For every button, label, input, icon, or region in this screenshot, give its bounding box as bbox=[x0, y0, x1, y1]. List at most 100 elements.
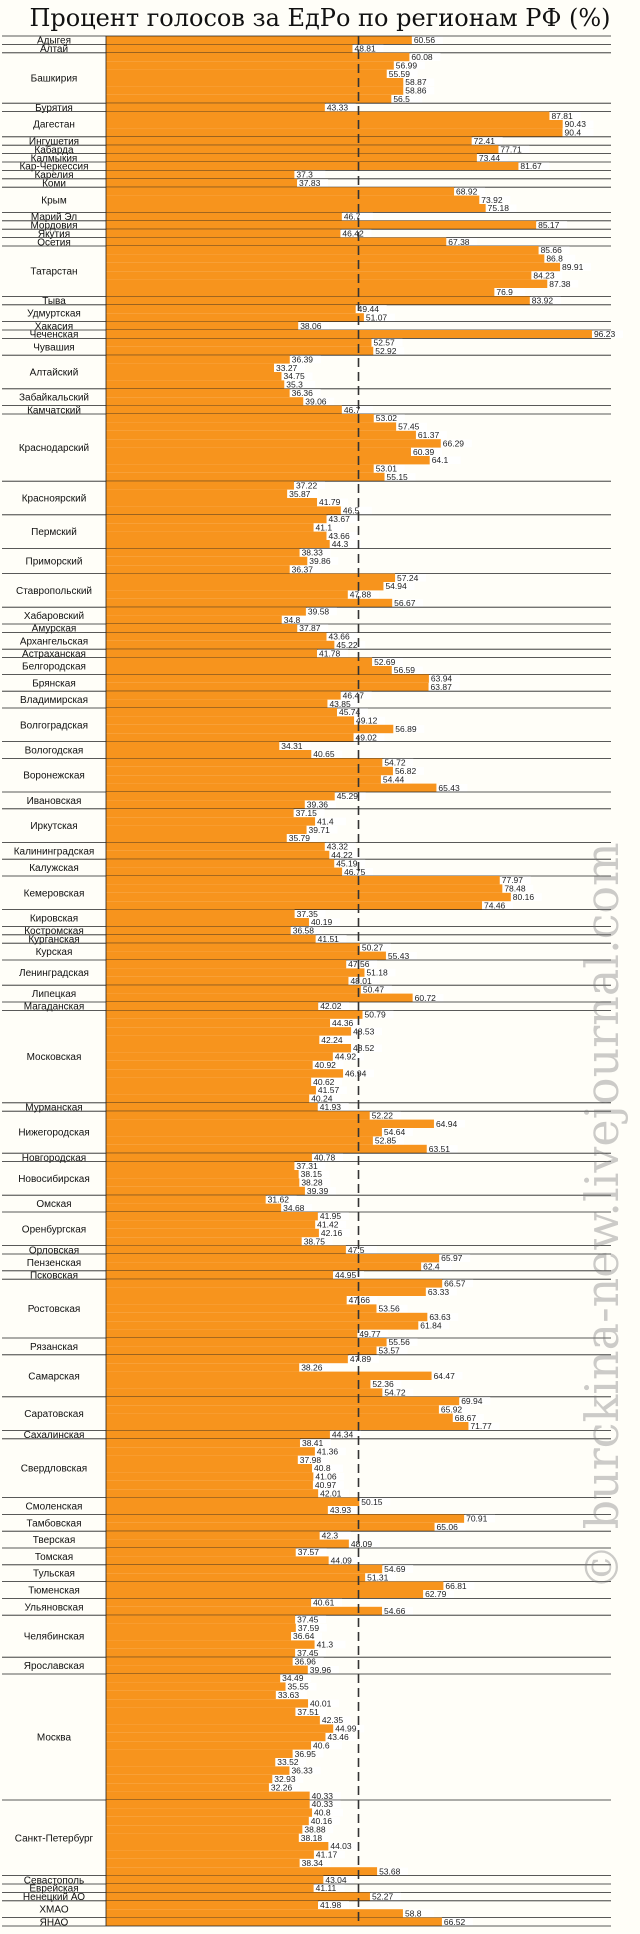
data-label: 37.57 bbox=[298, 1547, 320, 1557]
data-label-box bbox=[298, 179, 329, 187]
data-label-box bbox=[427, 1145, 458, 1153]
data-label: 63.94 bbox=[431, 674, 453, 684]
region-label: Удмуртская bbox=[27, 309, 81, 320]
data-label-box bbox=[316, 1086, 347, 1094]
region-label: Пензенская bbox=[27, 1258, 81, 1269]
region-label: Дагестан bbox=[33, 120, 75, 131]
region-label: Омская bbox=[36, 1199, 71, 1210]
data-label: 43.66 bbox=[328, 531, 350, 541]
region-label: Осетия bbox=[37, 237, 71, 248]
data-label: 33.52 bbox=[277, 1757, 299, 1767]
bar bbox=[106, 313, 364, 322]
data-label: 55.59 bbox=[389, 69, 411, 79]
data-label: 49.77 bbox=[359, 1329, 381, 1339]
data-label: 38.41 bbox=[302, 1438, 324, 1448]
data-label-box bbox=[310, 1792, 341, 1800]
bar bbox=[106, 540, 330, 549]
bar bbox=[106, 1674, 281, 1683]
region-label: Калужская bbox=[29, 863, 79, 874]
bar bbox=[106, 993, 413, 1002]
bar bbox=[106, 405, 342, 414]
data-label: 40.33 bbox=[312, 1791, 334, 1801]
region-label: Татарстан bbox=[30, 267, 77, 278]
data-label: 56.5 bbox=[393, 94, 410, 104]
data-label: 40.92 bbox=[315, 1060, 337, 1070]
data-label-box bbox=[329, 1842, 360, 1850]
data-label-box bbox=[312, 750, 343, 758]
data-label-box bbox=[303, 1825, 334, 1834]
bar bbox=[106, 1632, 292, 1641]
data-label: 58.87 bbox=[405, 77, 427, 87]
data-label: 32.26 bbox=[271, 1782, 293, 1792]
data-label: 47.89 bbox=[350, 1354, 372, 1364]
data-label: 37.3 bbox=[296, 170, 313, 180]
data-label-box bbox=[360, 943, 391, 952]
bar bbox=[106, 1497, 360, 1506]
bar bbox=[106, 724, 394, 734]
bar bbox=[106, 187, 455, 196]
data-label-box bbox=[304, 397, 335, 406]
data-label: 39.96 bbox=[310, 1665, 332, 1675]
bar bbox=[106, 1044, 352, 1053]
data-label-box bbox=[316, 935, 347, 943]
data-label-box bbox=[341, 229, 372, 238]
region-label: Хабаровский bbox=[24, 610, 84, 622]
bar bbox=[106, 1892, 370, 1901]
bar bbox=[106, 338, 372, 347]
data-label: 38.75 bbox=[304, 1236, 326, 1246]
data-label: 36.95 bbox=[295, 1749, 317, 1759]
data-label-box bbox=[300, 1859, 331, 1867]
data-label-box bbox=[349, 977, 380, 985]
bar bbox=[106, 758, 383, 767]
data-label-box bbox=[432, 1372, 463, 1380]
region-label: Башкирия bbox=[31, 74, 78, 85]
data-label-box bbox=[295, 910, 326, 918]
data-label-box bbox=[290, 565, 321, 574]
data-label-box bbox=[365, 968, 396, 977]
data-label-box bbox=[328, 700, 359, 708]
data-label-box bbox=[313, 1061, 344, 1069]
region-label: Хакасия bbox=[35, 321, 73, 332]
bar bbox=[106, 1002, 319, 1011]
data-label: 41.3 bbox=[317, 1640, 334, 1650]
bar bbox=[106, 960, 347, 969]
bar bbox=[106, 439, 441, 448]
bar bbox=[106, 1657, 293, 1666]
data-label: 65.06 bbox=[437, 1522, 459, 1532]
bar bbox=[106, 1094, 310, 1103]
data-label: 54.44 bbox=[383, 774, 405, 784]
data-label-box bbox=[353, 44, 384, 53]
data-label-box bbox=[545, 254, 576, 263]
data-label-box bbox=[313, 1808, 344, 1817]
bar bbox=[106, 1573, 366, 1582]
bar bbox=[106, 1262, 422, 1271]
data-label: 41.17 bbox=[316, 1850, 338, 1860]
bar bbox=[106, 1254, 440, 1263]
data-label-box bbox=[383, 758, 414, 767]
data-label: 41.06 bbox=[315, 1472, 337, 1482]
bar bbox=[106, 985, 361, 994]
data-label-box bbox=[366, 1573, 397, 1582]
data-label: 40.61 bbox=[313, 1598, 335, 1608]
bar bbox=[106, 523, 314, 532]
bar bbox=[106, 321, 299, 330]
data-label: 36.33 bbox=[291, 1766, 313, 1776]
bar bbox=[106, 867, 343, 876]
data-label: 53.68 bbox=[379, 1866, 401, 1876]
data-label: 57.45 bbox=[398, 422, 420, 432]
data-label: 46.47 bbox=[343, 690, 365, 700]
data-label: 44.3 bbox=[332, 539, 349, 549]
data-label-box bbox=[307, 826, 338, 834]
data-label-box bbox=[273, 1775, 304, 1783]
bar bbox=[106, 892, 511, 902]
data-label-box bbox=[422, 1262, 453, 1271]
data-label: 81.67 bbox=[520, 161, 542, 171]
data-label-box bbox=[404, 78, 435, 86]
region-label: Кемеровская bbox=[24, 888, 85, 899]
bar bbox=[106, 1766, 290, 1775]
bar bbox=[106, 632, 327, 641]
data-label: 52.27 bbox=[372, 1892, 394, 1902]
data-label: 56.82 bbox=[395, 766, 417, 776]
region-label: Магаданская bbox=[24, 1002, 84, 1013]
data-label: 77.71 bbox=[500, 144, 522, 154]
